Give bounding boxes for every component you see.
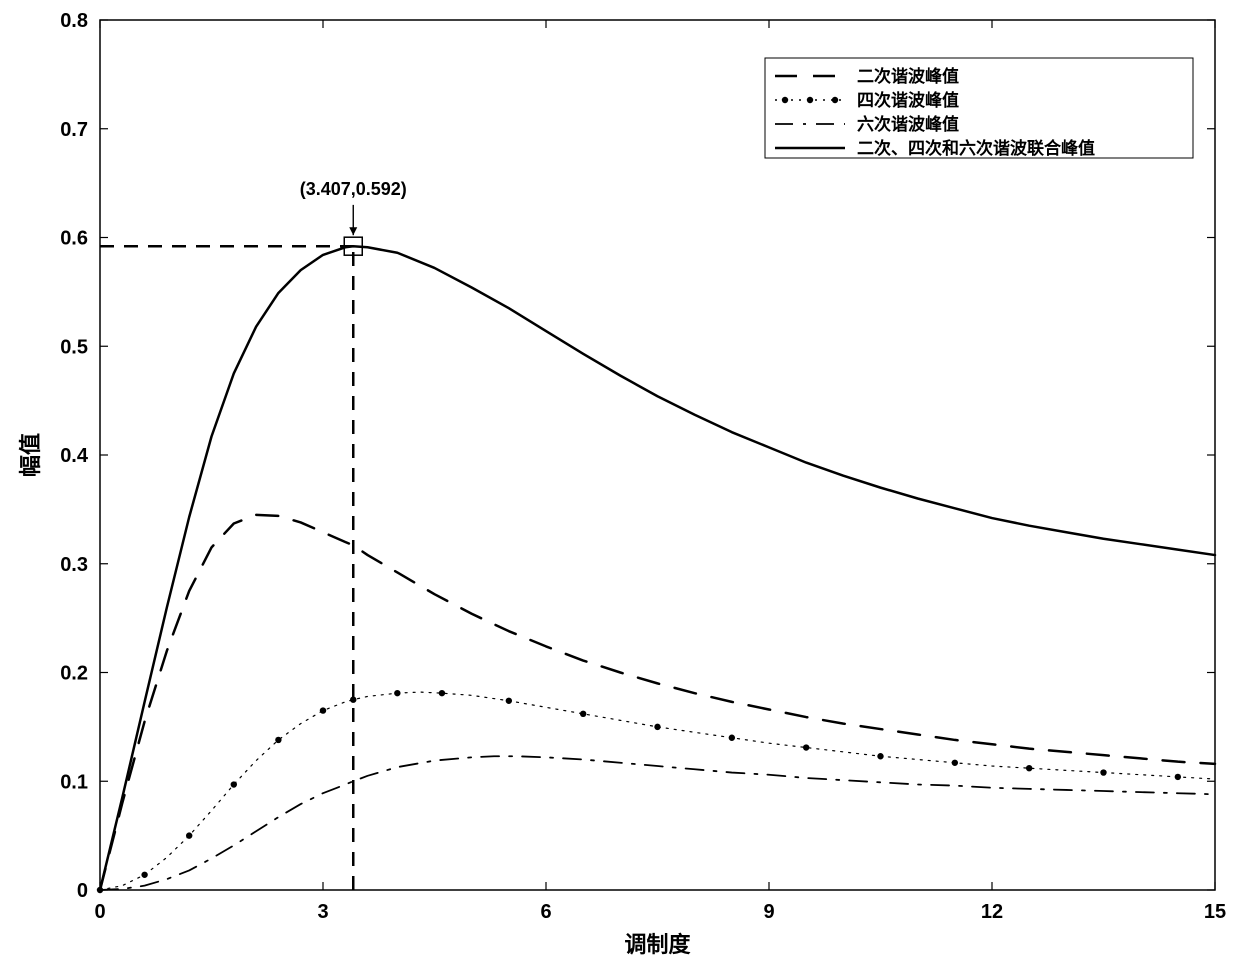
series-fourth: [100, 692, 1215, 890]
chart-svg: 0 3 6 9 12 15 0 0.1 0.2 0.3 0.4 0.5 0.6 0.7 0.8 调制度 幅值 (3…: [0, 0, 1239, 976]
series-fourth-marker: [231, 781, 237, 787]
annotation-arrow-head: [349, 227, 357, 235]
y-tick-label: 0.6: [60, 228, 88, 250]
series-combined: [100, 246, 1215, 890]
legend-swatch-marker: [782, 97, 788, 103]
series-fourth-marker: [1026, 765, 1032, 771]
series-fourth-marker: [729, 735, 735, 741]
y-tick-label: 0.7: [60, 119, 88, 141]
y-tick-label: 0.3: [60, 554, 88, 576]
series-fourth-marker: [439, 690, 445, 696]
series-fourth-marker: [803, 744, 809, 750]
series-fourth-marker: [1175, 774, 1181, 780]
legend-swatch-marker: [807, 97, 813, 103]
y-tick-label: 0.4: [60, 445, 89, 467]
series-fourth-marker: [877, 753, 883, 759]
y-tick-label: 0.5: [60, 336, 88, 358]
legend-label: 四次谐波峰值: [857, 90, 959, 110]
legend-label: 六次谐波峰值: [857, 114, 959, 134]
y-tick-label: 0: [77, 880, 88, 902]
series-fourth-marker: [275, 737, 281, 743]
series-fourth-marker: [320, 707, 326, 713]
series-fourth-marker: [186, 832, 192, 838]
y-tick-label: 0.2: [60, 663, 88, 685]
legend-swatch-marker: [832, 97, 838, 103]
annotation-text: (3.407,0.592): [300, 179, 407, 199]
series-fourth-marker: [141, 872, 147, 878]
series-fourth-marker: [1100, 769, 1106, 775]
y-tick-label: 0.8: [60, 10, 88, 32]
x-tick-label: 6: [540, 901, 551, 923]
legend-label: 二次、四次和六次谐波联合峰值: [857, 138, 1095, 158]
chart-root: 0 3 6 9 12 15 0 0.1 0.2 0.3 0.4 0.5 0.6 0.7 0.8 调制度 幅值 (3…: [0, 0, 1239, 976]
x-tick-label: 15: [1204, 901, 1226, 923]
x-tick-label: 12: [981, 901, 1003, 923]
x-tick-label: 9: [763, 901, 774, 923]
series-fourth-marker: [506, 698, 512, 704]
x-axis-label: 调制度: [624, 932, 691, 957]
series-fourth-marker: [654, 724, 660, 730]
y-tick-label: 0.1: [60, 771, 88, 793]
legend-label: 二次谐波峰值: [857, 66, 959, 86]
series-fourth-marker: [580, 711, 586, 717]
series-fourth-marker: [952, 760, 958, 766]
series-fourth-marker: [394, 690, 400, 696]
x-tick-label: 3: [317, 901, 328, 923]
series-sixth: [100, 756, 1215, 890]
series-second: [100, 515, 1215, 890]
y-axis-label: 幅值: [18, 433, 43, 477]
x-tick-label: 0: [94, 901, 105, 923]
